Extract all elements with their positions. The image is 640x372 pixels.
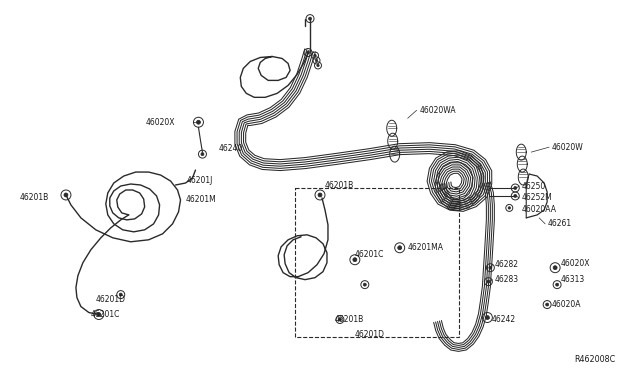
Circle shape — [556, 283, 559, 286]
Bar — [295, 188, 460, 337]
Circle shape — [97, 312, 101, 317]
Text: 46283: 46283 — [494, 275, 518, 284]
Circle shape — [487, 280, 490, 283]
Circle shape — [318, 193, 322, 197]
Circle shape — [397, 246, 402, 250]
Text: 46020AA: 46020AA — [521, 205, 556, 214]
Circle shape — [314, 54, 316, 57]
Text: 46201D: 46201D — [355, 330, 385, 339]
Text: 46201J: 46201J — [186, 176, 213, 185]
Circle shape — [553, 266, 557, 270]
Text: 46242: 46242 — [492, 315, 515, 324]
Text: 46201D: 46201D — [96, 295, 126, 304]
Circle shape — [353, 258, 357, 262]
Circle shape — [546, 303, 548, 306]
Text: 46282: 46282 — [494, 260, 518, 269]
Text: 46250: 46250 — [521, 182, 545, 190]
Text: 46020A: 46020A — [551, 300, 580, 309]
Text: 46201B: 46201B — [19, 193, 49, 202]
Circle shape — [364, 283, 366, 286]
Text: 46313: 46313 — [561, 275, 586, 284]
Text: 46252M: 46252M — [521, 193, 552, 202]
Text: R462008C: R462008C — [574, 355, 615, 364]
Circle shape — [485, 315, 490, 320]
Text: 46020X: 46020X — [146, 118, 175, 127]
Circle shape — [317, 64, 319, 67]
Text: 46201C: 46201C — [355, 250, 384, 259]
Circle shape — [514, 195, 516, 198]
Circle shape — [508, 207, 511, 209]
Text: 46201B: 46201B — [325, 180, 354, 189]
Text: 46020W: 46020W — [551, 142, 583, 152]
Text: 46201B: 46201B — [335, 315, 364, 324]
Text: 46201M: 46201M — [186, 195, 216, 205]
Circle shape — [514, 186, 516, 189]
Circle shape — [308, 17, 312, 20]
Circle shape — [119, 293, 122, 296]
Text: 46240: 46240 — [218, 144, 243, 153]
Text: 46261: 46261 — [547, 219, 572, 228]
Text: 46020X: 46020X — [561, 259, 591, 268]
Circle shape — [64, 193, 68, 197]
Text: 46201C: 46201C — [91, 310, 120, 319]
Circle shape — [339, 318, 341, 321]
Text: 46201MA: 46201MA — [408, 243, 444, 252]
Circle shape — [489, 266, 492, 269]
Circle shape — [307, 51, 310, 54]
Circle shape — [316, 59, 317, 62]
Circle shape — [201, 153, 204, 155]
Circle shape — [196, 120, 200, 124]
Text: 46020WA: 46020WA — [420, 106, 456, 115]
